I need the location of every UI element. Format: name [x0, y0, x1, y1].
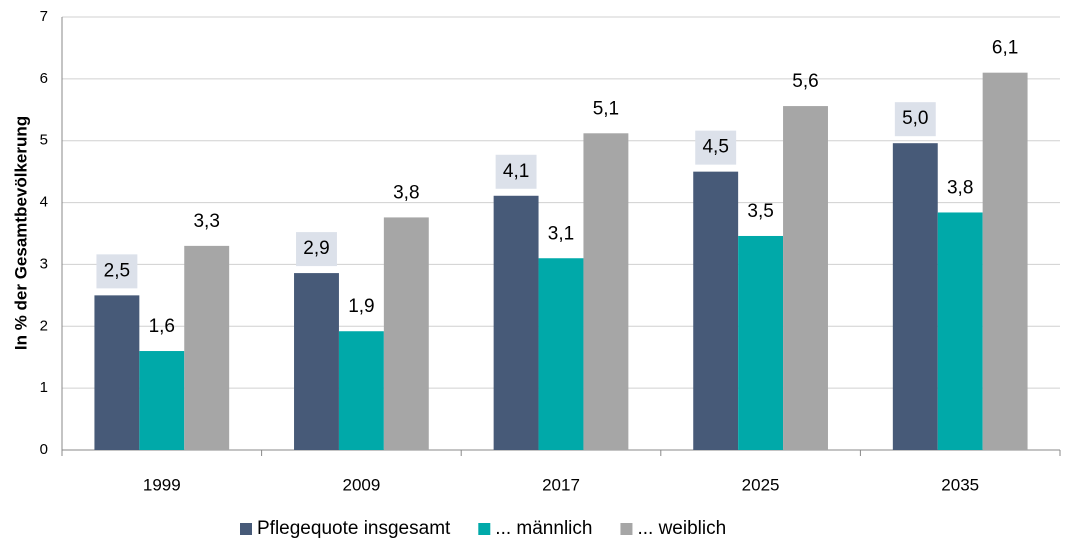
legend-swatch [240, 523, 252, 535]
value-label: 3,1 [548, 223, 574, 244]
value-label: 4,5 [702, 137, 728, 158]
value-label: 2,9 [303, 238, 329, 259]
x-tick-label: 2025 [742, 475, 780, 494]
y-tick-label: 2 [40, 317, 48, 334]
y-tick-label: 6 [40, 70, 48, 87]
x-tick-label: 2009 [342, 475, 380, 494]
value-label: 3,3 [193, 211, 219, 232]
bar [94, 295, 140, 450]
bar [783, 106, 828, 451]
value-label-box [894, 102, 936, 137]
y-tick-label: 5 [40, 132, 48, 149]
value-label: 3,5 [747, 201, 773, 222]
value-label: 3,8 [947, 177, 973, 198]
bar [738, 235, 784, 450]
bar [493, 195, 539, 450]
value-label: 4,1 [503, 161, 529, 182]
value-label: 5,0 [902, 108, 928, 129]
x-tick-label: 2017 [542, 475, 580, 494]
bar [184, 245, 230, 450]
bar [338, 331, 384, 450]
value-label-box [495, 154, 537, 189]
legend-label: ... weiblich [637, 518, 726, 539]
y-tick-label: 0 [40, 441, 48, 458]
bar [538, 258, 584, 450]
legend-swatch [478, 523, 491, 535]
value-label: 3,8 [393, 182, 419, 203]
value-label: 2,5 [104, 260, 130, 281]
value-label: 6,1 [992, 38, 1018, 59]
value-label-box [96, 254, 138, 289]
value-label: 5,1 [593, 98, 619, 119]
y-axis-label: In % der Gesamtbevölkerung [11, 116, 30, 350]
y-tick-label: 3 [40, 255, 48, 272]
y-tick-label: 7 [40, 8, 48, 25]
value-label: 1,9 [348, 296, 374, 317]
bar [139, 351, 185, 450]
legend-label: Pflegequote insgesamt [257, 518, 451, 539]
bar [982, 72, 1028, 451]
bar [937, 212, 983, 450]
value-label-box [695, 130, 737, 165]
y-tick-label: 1 [40, 379, 48, 396]
value-label: 5,6 [792, 71, 818, 92]
x-tick-label: 1999 [143, 475, 181, 494]
legend-label: ... männlich [495, 518, 592, 539]
legend-swatch [620, 523, 633, 535]
value-label-box [296, 232, 337, 267]
bar [892, 143, 938, 450]
bar [583, 133, 629, 450]
value-label: 1,6 [149, 316, 175, 337]
bar [294, 273, 339, 450]
bar [383, 217, 429, 450]
x-tick-label: 2035 [941, 475, 979, 494]
y-tick-label: 4 [40, 194, 48, 211]
bar [693, 171, 739, 450]
